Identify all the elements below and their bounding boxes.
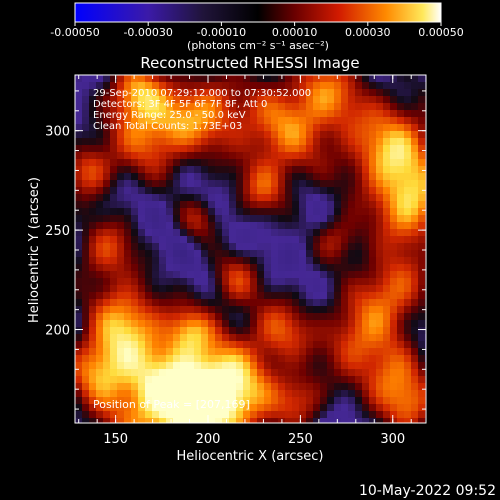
x-axis-label: Heliocentric X (arcsec): [177, 449, 324, 464]
colorbar: -0.00050 -0.00030 -0.00010 0.00010 0.00030 0.…: [50, 2, 464, 52]
colorbar-gradient: [74, 2, 442, 23]
y-axis-label: Heliocentric Y (arcsec): [27, 177, 42, 323]
annotation-line: Detectors: 3F 4F 5F 6F 7F 8F, Att 0: [93, 99, 267, 110]
y-tick-label: 300: [45, 125, 70, 140]
x-tick-label: 150: [103, 432, 128, 447]
footer-timestamp: 10-May-2022 09:52: [359, 483, 496, 499]
colorbar-tick-label: 0.00010: [272, 26, 318, 39]
colorbar-ticks: -0.00050 -0.00030 -0.00010 0.00010 0.00030 0.…: [50, 22, 464, 39]
colorbar-unit-label: (photons cm⁻² s⁻¹ asec⁻²): [187, 39, 329, 52]
colorbar-tick-label: -0.00030: [123, 26, 172, 39]
y-tick-label: 250: [45, 224, 70, 239]
observation-info: 29-Sep-2010 07:29:12.000 to 07:30:52.000…: [93, 88, 311, 132]
x-tick-label: 300: [380, 432, 405, 447]
colorbar-tick-label: 0.00030: [345, 26, 391, 39]
peak-position-label: Position of Peak = [207,169]: [93, 398, 250, 411]
x-axis: 150 200 250 300: [78, 75, 412, 447]
annotation-line: 29-Sep-2010 07:29:12.000 to 07:30:52.000: [93, 88, 311, 99]
x-tick-label: 250: [288, 432, 313, 447]
plot-frame: [74, 74, 427, 424]
y-tick-label: 200: [45, 324, 70, 339]
annotation-line: Clean Total Counts: 1.73E+03: [93, 121, 242, 132]
annotation-line: Energy Range: 25.0 - 50.0 keV: [93, 110, 246, 121]
x-tick-label: 200: [196, 432, 221, 447]
colorbar-tick-label: -0.00050: [50, 26, 99, 39]
colorbar-tick-label: -0.00010: [197, 26, 246, 39]
y-axis: 200 250 300: [45, 90, 426, 410]
colorbar-tick-label: 0.00050: [418, 26, 464, 39]
heatmap-image: [75, 75, 426, 423]
chart-title: Reconstructed RHESSI Image: [140, 54, 359, 72]
